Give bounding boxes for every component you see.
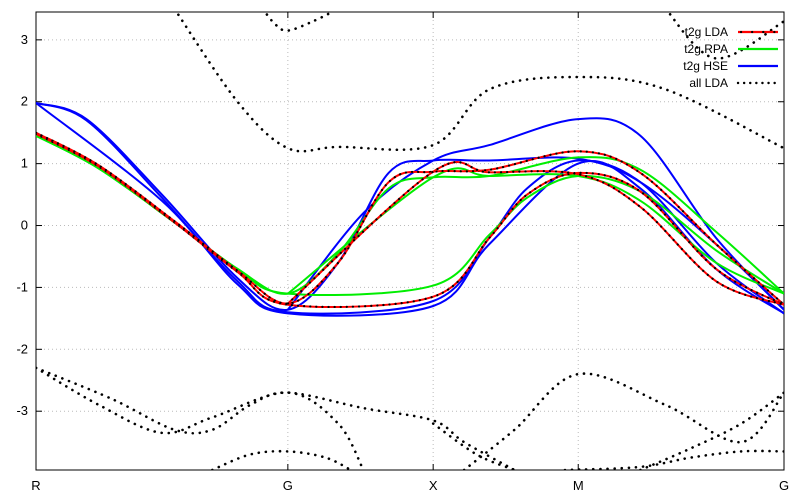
x-tick-label: G [779,478,789,493]
y-tick-label: -3 [16,403,28,418]
axes: -3 -2 -1 0 1 2 3 R G X M G [16,11,789,493]
y-tick-label: -1 [16,279,28,294]
series-all-lda [563,449,784,470]
series-t2g-hse [36,102,784,317]
legend-label: t2g LDA [685,25,728,39]
legend-label: t2g RPA [684,42,728,56]
series-t2g-hse [36,102,784,311]
plot-frame [35,11,785,471]
series-all-lda [36,366,516,470]
x-tick-label: G [283,478,293,493]
legend-label: all LDA [689,76,728,90]
series-layer [36,12,784,470]
y-tick-label: -2 [16,341,28,356]
series-t2g-hse [36,102,784,315]
series-t2g-rpa [36,134,784,296]
series-all-lda [639,391,784,470]
series-t2g-hse [287,117,784,311]
series-t2g-lda-points [286,160,784,306]
series-all-lda [431,422,516,470]
y-tick-label: 0 [21,218,28,233]
series-all-lda [211,449,353,470]
series-t2g-rpa [287,167,784,295]
x-tick-label: M [573,478,584,493]
x-tick-label: R [31,478,40,493]
y-tick-label: 3 [21,32,28,47]
legend: t2g LDA t2g RPA t2g HSE all LDA [683,25,780,90]
legend-label: t2g HSE [683,59,728,73]
series-all-lda [263,12,335,32]
y-tick-label: 2 [21,94,28,109]
series-all-lda [462,372,784,470]
series-t2g-lda [36,131,784,306]
series-t2g-lda [287,161,784,306]
x-tick-label: X [429,478,438,493]
series-t2g-lda-points [36,132,784,309]
y-tick-label: 1 [21,156,28,171]
grid [35,12,785,470]
series-all-lda [666,12,784,60]
series-t2g-lda-points [36,131,784,306]
